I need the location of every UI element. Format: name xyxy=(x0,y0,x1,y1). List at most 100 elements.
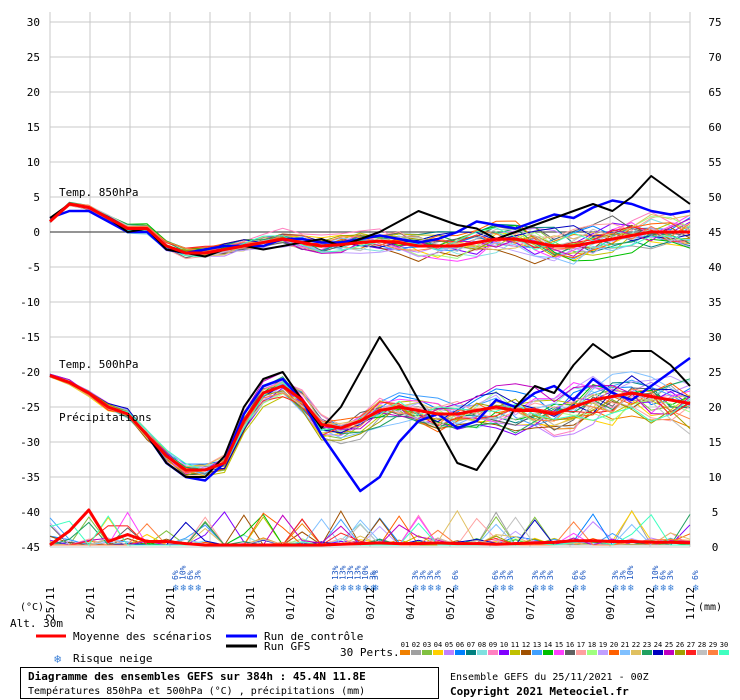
snow-flake-icon: ❄ xyxy=(341,583,348,594)
right-tick-label: 60 xyxy=(708,121,721,134)
snow-flake-icon: ❄ xyxy=(181,583,188,594)
left-tick-label: 5 xyxy=(33,191,40,204)
t850-control-line xyxy=(49,199,691,255)
snow-percent: 3% xyxy=(506,570,515,580)
snow-flake-icon: ❄ xyxy=(541,583,548,594)
pert-swatch xyxy=(587,650,597,655)
pert-label: 20 xyxy=(610,641,618,649)
snow-percent: 3% xyxy=(371,570,380,580)
snow-flake-icon: ❄ xyxy=(508,583,515,594)
snow-flake-icon: ❄ xyxy=(573,583,580,594)
date-tick-label: 30/11 xyxy=(244,587,257,620)
snow-flake-icon: ❄ xyxy=(453,583,460,594)
date-tick-label: 25/11 xyxy=(44,587,57,620)
snow-percent: 6% xyxy=(579,570,588,580)
footer-run: Ensemble GEFS du 25/11/2021 - 00Z xyxy=(450,672,649,683)
snow-icon: ❄ xyxy=(54,652,61,666)
snow-flake-icon: ❄ xyxy=(621,583,628,594)
pert-label: 10 xyxy=(500,641,508,649)
right-tick-label: 75 xyxy=(708,16,721,29)
footer-subtitle: Températures 850hPa et 500hPa (°C) , pré… xyxy=(28,685,365,697)
date-tick-label: 06/12 xyxy=(484,587,497,620)
date-tick-label: 07/12 xyxy=(524,587,537,620)
pert-label: 08 xyxy=(478,641,486,649)
snow-percent: 13% xyxy=(331,565,340,580)
right-tick-label: 45 xyxy=(708,226,721,239)
pert-label: 25 xyxy=(665,641,673,649)
snow-flake-icon: ❄ xyxy=(413,583,420,594)
right-tick-label: 70 xyxy=(708,51,721,64)
right-tick-label: 15 xyxy=(708,436,721,449)
member-t850-line xyxy=(49,202,691,253)
snow-flake-icon: ❄ xyxy=(196,583,203,594)
snow-flake-icon: ❄ xyxy=(693,583,700,594)
left-tick-label: -5 xyxy=(27,261,40,274)
date-tick-label: 04/12 xyxy=(404,587,417,620)
date-tick-label: 26/11 xyxy=(84,587,97,620)
pert-label: 14 xyxy=(544,641,552,649)
date-tick-label: 28/11 xyxy=(164,587,177,620)
date-tick-label: 03/12 xyxy=(364,587,377,620)
snow-flake-icon: ❄ xyxy=(493,583,500,594)
snow-flake-icon: ❄ xyxy=(421,583,428,594)
left-tick-label: -30 xyxy=(20,436,40,449)
pert-swatch xyxy=(411,650,421,655)
pert-label: 01 xyxy=(401,641,409,649)
pert-swatch xyxy=(554,650,564,655)
snow-percent: 6% xyxy=(659,570,668,580)
pert-swatch xyxy=(455,650,465,655)
snow-flake-icon: ❄ xyxy=(373,583,380,594)
label-t500: Temp. 500hPa xyxy=(59,358,138,371)
legend-snow-label: Risque neige xyxy=(73,652,152,665)
t850-mean-line xyxy=(48,202,690,255)
pert-swatch xyxy=(422,650,432,655)
altitude-label: Alt. 30m xyxy=(10,617,63,630)
pert-swatch xyxy=(719,650,729,655)
snow-percent: 13% xyxy=(339,565,348,580)
right-tick-label: 5 xyxy=(712,506,719,519)
pert-swatches: 01 02 03 04 05 06 07 08 09 10 11 12 13 14 15 16 17 18 19 20… xyxy=(400,641,729,655)
t500-gfs-line xyxy=(49,336,691,478)
date-tick-label: 29/11 xyxy=(204,587,217,620)
snow-flake-icon: ❄ xyxy=(661,583,668,594)
legend: Moyenne des scénarios Run de contrôle Ru… xyxy=(36,630,729,666)
pert-label: 28 xyxy=(698,641,706,649)
snow-flake-icon: ❄ xyxy=(436,583,443,594)
date-tick-label: 09/12 xyxy=(604,587,617,620)
pert-swatch xyxy=(532,650,542,655)
snow-flake-icon: ❄ xyxy=(188,583,195,594)
snow-flake-icon: ❄ xyxy=(653,583,660,594)
precip-mean-line xyxy=(49,508,691,547)
pert-swatch xyxy=(565,650,575,655)
snow-flake-icon: ❄ xyxy=(548,583,555,594)
right-unit-label: (mm) xyxy=(698,602,722,613)
snow-percent: 3% xyxy=(434,570,443,580)
legend-mean-label: Moyenne des scénarios xyxy=(73,630,212,643)
snow-flake-icon: ❄ xyxy=(668,583,675,594)
pert-swatch xyxy=(521,650,531,655)
snow-percent: 3% xyxy=(419,570,428,580)
pert-swatch xyxy=(433,650,443,655)
pert-label: 15 xyxy=(555,641,563,649)
pert-label: 12 xyxy=(522,641,530,649)
pert-swatch xyxy=(444,650,454,655)
pert-label: 06 xyxy=(456,641,464,649)
left-tick-label: 10 xyxy=(27,156,40,169)
pert-swatch xyxy=(664,650,674,655)
pert-swatch xyxy=(620,650,630,655)
pert-swatch xyxy=(543,650,553,655)
pert-swatch xyxy=(653,650,663,655)
snow-percent: 10% xyxy=(361,565,370,580)
pert-swatch xyxy=(576,650,586,655)
snow-percent: 3% xyxy=(194,570,203,580)
pert-swatch xyxy=(598,650,608,655)
snow-percent: 6% xyxy=(691,570,700,580)
pert-swatch xyxy=(488,650,498,655)
pert-swatch xyxy=(499,650,509,655)
snow-percent: 10% xyxy=(651,565,660,580)
pert-swatch xyxy=(708,650,718,655)
snow-percent: 3% xyxy=(611,570,620,580)
pert-label: 26 xyxy=(676,641,684,649)
pert-swatch xyxy=(631,650,641,655)
left-tick-label: 30 xyxy=(27,16,40,29)
